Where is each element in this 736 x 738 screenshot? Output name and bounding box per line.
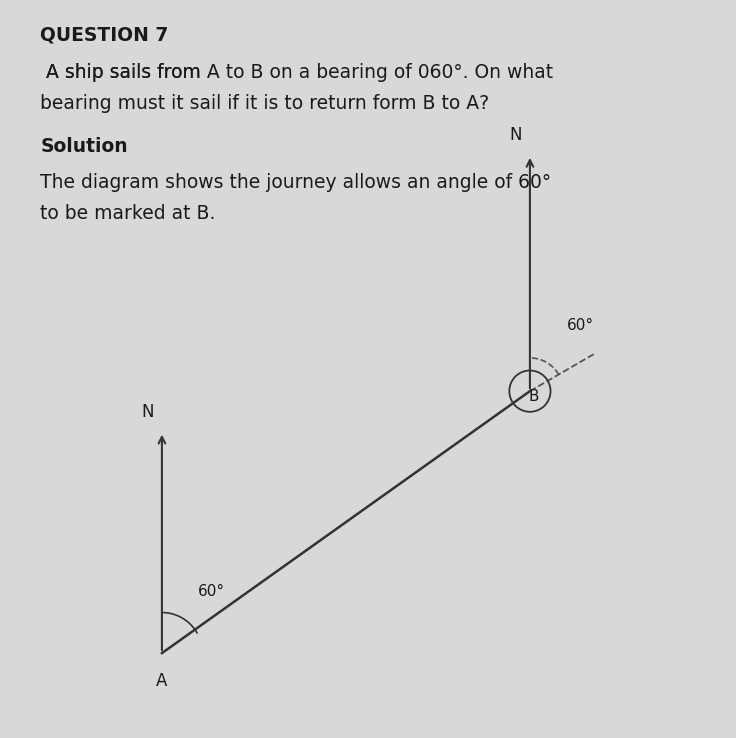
Text: A: A <box>156 672 168 689</box>
Text: Solution: Solution <box>40 137 128 156</box>
Text: The diagram shows the journey allows an angle of 60°: The diagram shows the journey allows an … <box>40 173 551 193</box>
Text: A ship sails from: A ship sails from <box>40 63 208 82</box>
Text: N: N <box>141 403 153 421</box>
Text: to be marked at B.: to be marked at B. <box>40 204 216 224</box>
Text: N: N <box>509 126 521 144</box>
Text: QUESTION 7: QUESTION 7 <box>40 26 169 45</box>
Text: B: B <box>528 389 539 404</box>
Text: 60°: 60° <box>567 317 594 333</box>
Text: 60°: 60° <box>197 584 224 599</box>
Text: A ship sails from A to B on a bearing of 060°. On what: A ship sails from A to B on a bearing of… <box>40 63 553 82</box>
Text: bearing must it sail if it is to return form B to A?: bearing must it sail if it is to return … <box>40 94 489 113</box>
